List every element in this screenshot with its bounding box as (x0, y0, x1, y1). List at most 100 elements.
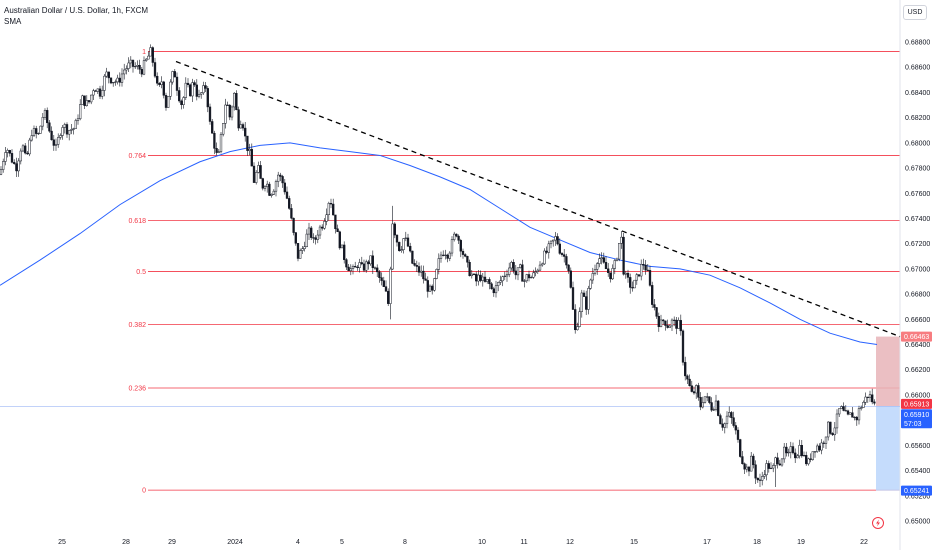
candle-body (846, 410, 850, 415)
fib-label: 0.764 (128, 153, 146, 160)
candle-body (235, 93, 238, 110)
candle-body (263, 186, 267, 189)
candle-body (169, 81, 172, 97)
candle-body (52, 139, 55, 146)
price-tick: 0.65200 (905, 493, 930, 500)
candle-body (750, 455, 753, 472)
candle-body (468, 261, 471, 277)
candle-body (723, 423, 726, 428)
candle-body (800, 445, 803, 457)
candle-body (349, 268, 352, 272)
candle-body (290, 208, 293, 219)
candle-body (470, 273, 473, 277)
candle-body (565, 256, 568, 266)
candle-body (28, 139, 31, 155)
candle-body (811, 451, 814, 460)
candle-body (325, 214, 328, 222)
candle-body (413, 263, 416, 266)
candle-body (721, 423, 724, 428)
candle-body (743, 463, 746, 470)
candle-body (488, 279, 491, 285)
candle-body (393, 223, 396, 236)
candle-body (301, 248, 304, 251)
candle-body (120, 73, 124, 83)
candle-body (739, 439, 742, 457)
indicator-label-sma[interactable]: SMA (4, 17, 22, 26)
candle-body (266, 183, 269, 187)
candle-body (664, 320, 667, 326)
candle-body (160, 81, 163, 85)
currency-button[interactable]: USD (903, 5, 927, 20)
candle-body (186, 82, 190, 86)
candle-body (125, 68, 128, 71)
candle-body (712, 409, 715, 411)
candle-body (602, 257, 605, 263)
candle-body (642, 264, 645, 266)
candle-body (316, 234, 319, 240)
candle-body (118, 77, 121, 83)
candle-body (818, 445, 821, 451)
fibonacci-retracement[interactable]: 1 0.764 0.618 0.5 0.382 0.236 0 (128, 49, 900, 495)
candle-body (754, 464, 757, 479)
time-axis[interactable]: 25 28 29 2024 4 5 8 10 11 12 15 17 18 19 22 (58, 539, 868, 546)
price-tick: 0.67200 (905, 241, 930, 248)
candle-body (659, 319, 663, 328)
candle-body (222, 123, 225, 135)
candle-body (371, 255, 374, 268)
candle-body (277, 174, 280, 182)
candle-body (37, 133, 40, 135)
candle-body (79, 104, 82, 120)
candle-body (794, 452, 797, 459)
candle-body (195, 84, 198, 97)
candle-body (655, 307, 658, 317)
short-position-tool[interactable] (876, 336, 900, 491)
candle-body (591, 273, 594, 281)
candle-body (829, 421, 832, 434)
candle-body (233, 93, 236, 108)
reward-zone (876, 406, 900, 491)
candle-body (842, 406, 845, 411)
candle-body (589, 279, 592, 289)
candle-body (497, 282, 500, 286)
candles (0, 44, 876, 487)
candle-body (448, 252, 451, 259)
candle-body (635, 274, 638, 281)
candle-body (171, 71, 174, 83)
candle-body (499, 280, 502, 283)
candle-body (734, 425, 737, 431)
candle-body (668, 325, 671, 328)
candle-body (35, 128, 38, 134)
candle-body (644, 264, 647, 271)
candle-body (758, 479, 762, 481)
candle-body (677, 320, 680, 329)
candle-body (833, 427, 836, 436)
trendline[interactable] (175, 60, 901, 338)
price-tick: 0.68600 (905, 65, 930, 72)
lightning-icon[interactable] (872, 517, 884, 529)
price-axis[interactable]: 0.68800 0.68600 0.68400 0.68200 0.68000 0.678… (905, 40, 930, 526)
candle-body (250, 148, 253, 167)
bar-countdown-badge: 57:03 (904, 421, 922, 428)
candle-body (134, 66, 137, 68)
candle-body (389, 268, 392, 304)
candle-body (670, 319, 674, 327)
candle-body (63, 124, 66, 128)
candle-body (461, 250, 465, 255)
candle-body (228, 104, 231, 118)
candle-body (378, 271, 381, 278)
candle-body (307, 227, 311, 235)
candle-body (567, 264, 570, 272)
candle-body (400, 249, 403, 251)
candle-body (92, 90, 95, 96)
sma-line[interactable] (0, 142, 878, 346)
price-tick: 0.66000 (905, 392, 930, 399)
candle-body (391, 223, 394, 270)
candle-body (415, 265, 418, 267)
candle-body (68, 130, 71, 135)
candle-body (772, 465, 775, 469)
candle-body (785, 446, 788, 454)
candle-body (257, 165, 260, 173)
price-tick: 0.65400 (905, 468, 930, 475)
candle-body (708, 396, 711, 403)
